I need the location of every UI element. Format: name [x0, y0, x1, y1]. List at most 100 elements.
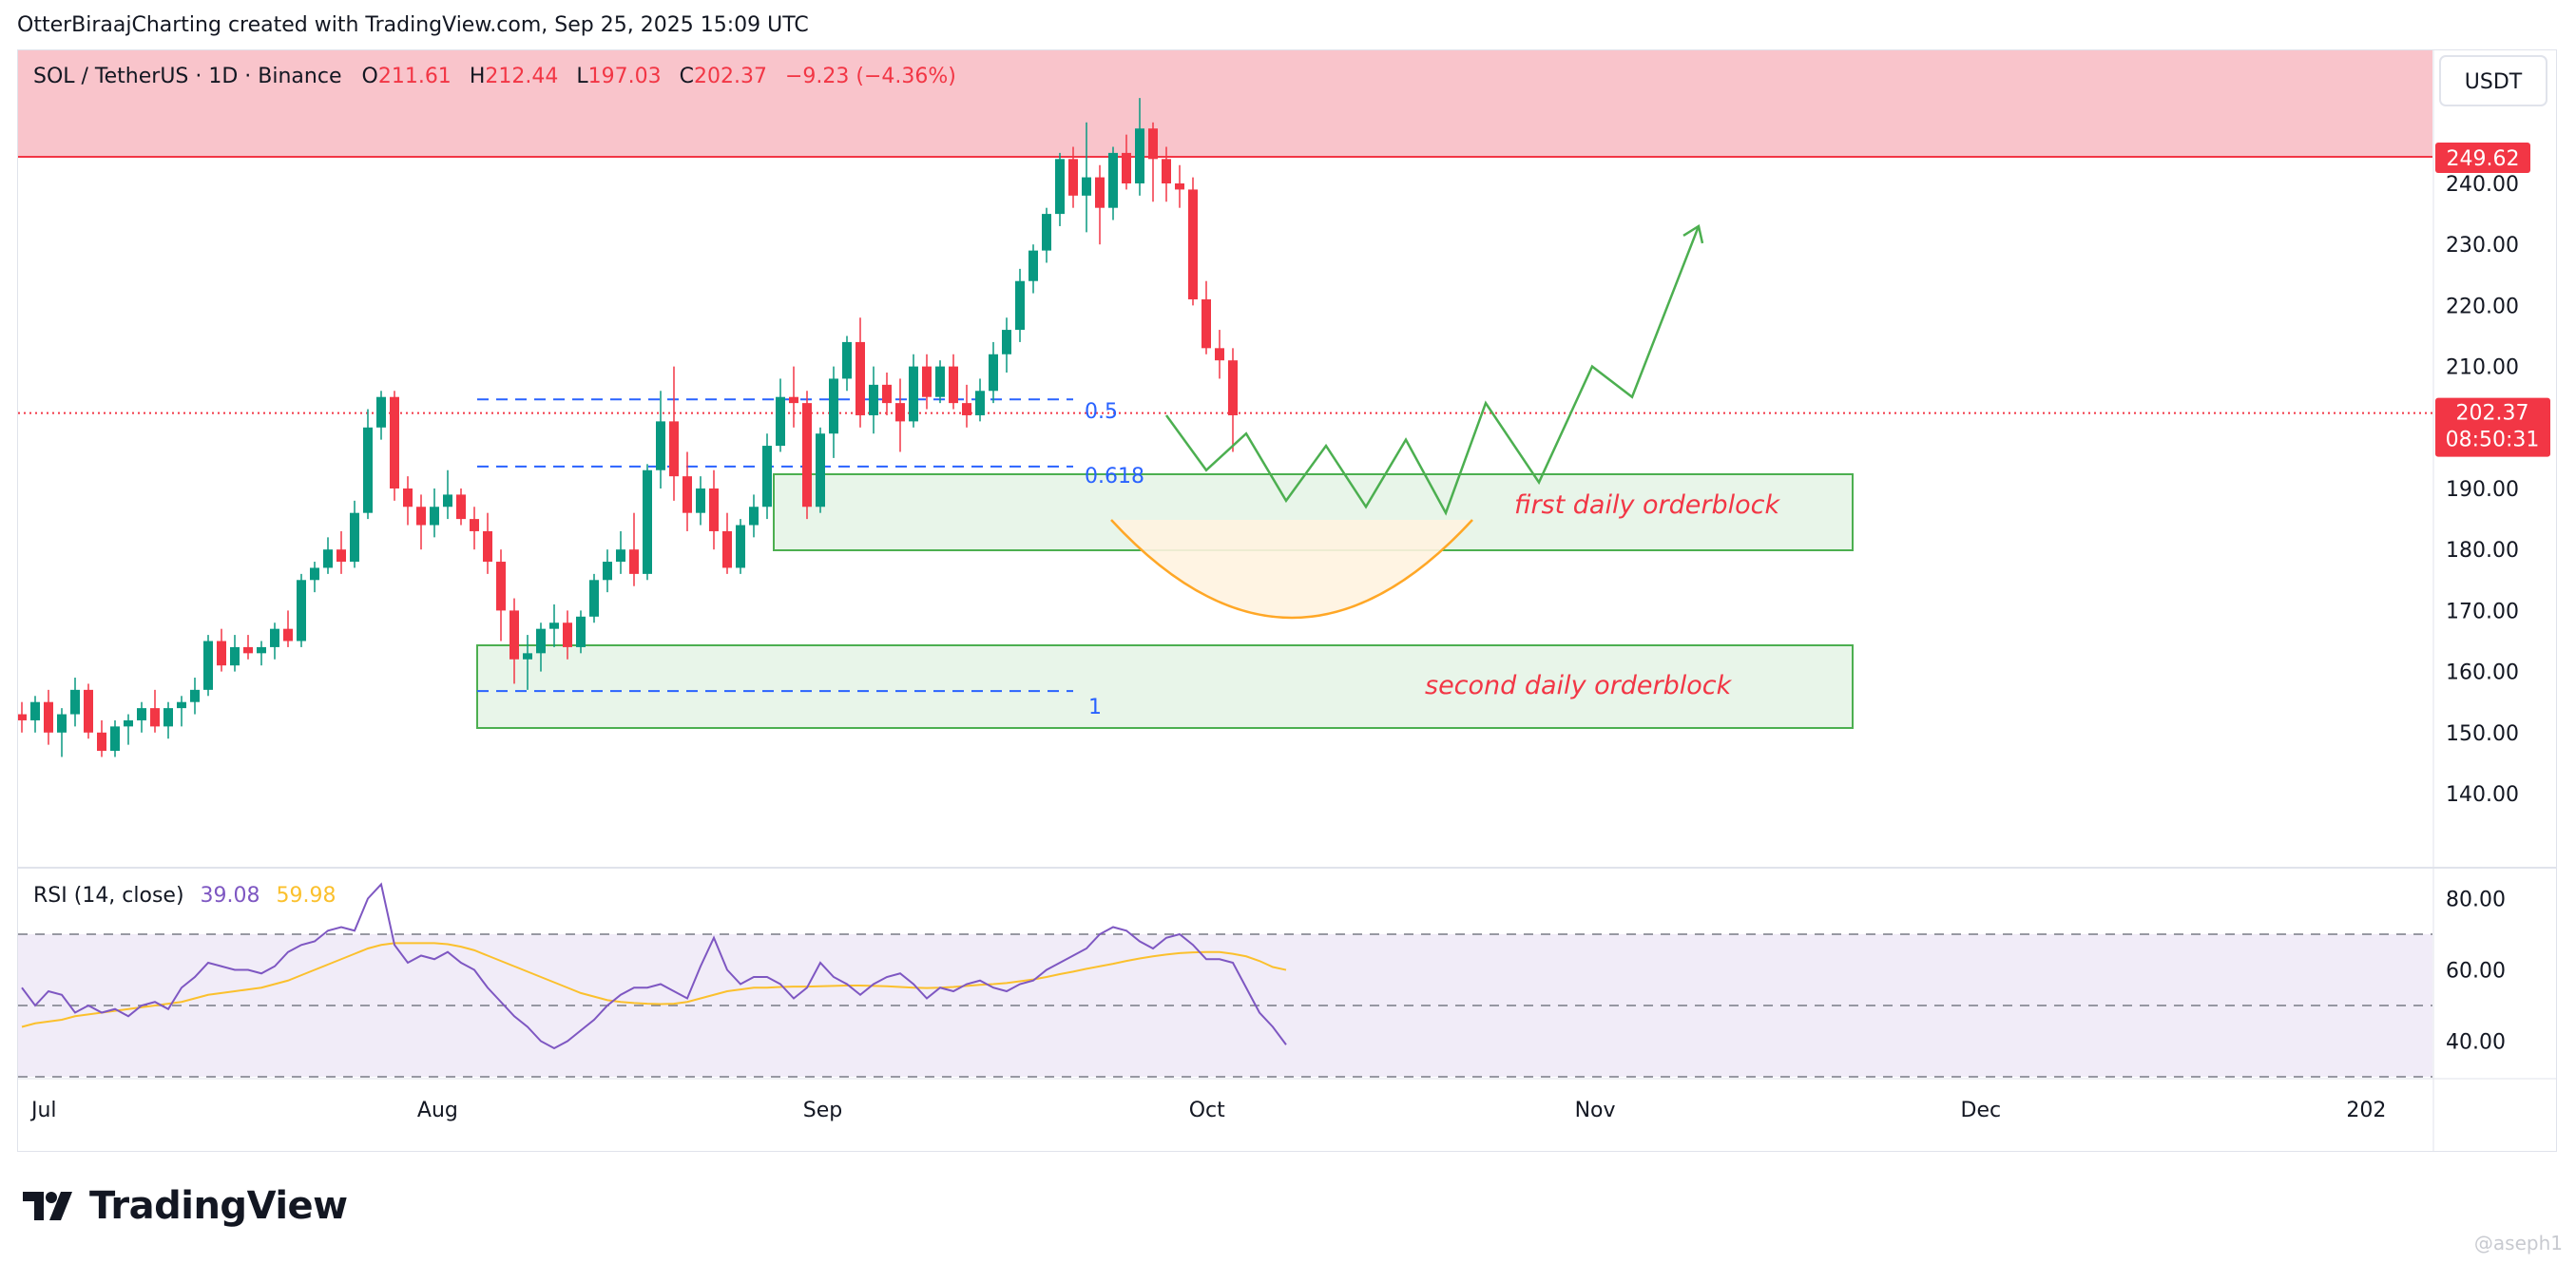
candle-body: [536, 628, 546, 654]
legend-c-label: C: [680, 65, 694, 88]
candle-body: [603, 562, 612, 581]
rsi-line: [21, 882, 1287, 1050]
projection-arrowhead: [1682, 223, 1704, 244]
time-label: Oct: [1189, 1099, 1225, 1122]
tradingview-logo-icon: [23, 1192, 72, 1220]
candle-body: [589, 580, 599, 617]
resistance-price-label: 249.62: [2447, 147, 2520, 171]
candle-body: [895, 403, 905, 422]
candle-body: [350, 512, 359, 563]
price-tick-label: 150.00: [2446, 722, 2519, 746]
price-tick-label: 190.00: [2446, 478, 2519, 502]
candle-body: [443, 494, 452, 508]
candle-body: [470, 519, 479, 531]
candles-layer[interactable]: [17, 98, 1238, 757]
candle-body: [842, 341, 852, 379]
legend-line: SOL / TetherUS · 1D · Binance O211.61 H2…: [33, 65, 956, 88]
rsi-value: 39.08: [201, 884, 260, 908]
candle-body: [962, 403, 971, 415]
candle-body: [762, 446, 772, 508]
candle-body: [802, 403, 812, 508]
candle-body: [1082, 177, 1091, 196]
candle-body: [1122, 152, 1131, 183]
candle-body: [57, 714, 67, 733]
resistance-price-tag: [2435, 143, 2530, 173]
candle-body: [989, 354, 998, 392]
price-tick-label: 140.00: [2446, 783, 2519, 807]
candle-body: [496, 562, 506, 611]
candle-body: [1175, 183, 1184, 190]
candle-body: [523, 653, 532, 660]
time-axis[interactable]: Jul Aug Sep Oct Nov Dec 202: [29, 1099, 2386, 1122]
candle-body: [696, 488, 705, 513]
candle-body: [70, 689, 80, 715]
candle-body: [1095, 177, 1105, 208]
legend-l-value: 197.03: [588, 65, 662, 88]
time-label: Nov: [1575, 1099, 1616, 1122]
watermark: @aseph1: [2473, 1232, 2563, 1254]
candle-body: [270, 628, 279, 647]
candle-body: [203, 641, 213, 690]
candle-body: [1135, 128, 1144, 183]
time-label: 202: [2346, 1099, 2386, 1122]
candle-body: [190, 689, 200, 702]
rsi-ma-line: [21, 942, 1287, 1028]
candle-body: [975, 391, 985, 415]
candle-body: [935, 366, 945, 397]
rsi-label: RSI (14, close): [33, 884, 184, 908]
candle-body: [363, 427, 373, 513]
candle-body: [30, 701, 40, 720]
candle-body: [829, 378, 838, 434]
candle-body: [137, 708, 146, 720]
candle-body: [456, 494, 466, 520]
legend-h-value: 212.44: [485, 65, 558, 88]
candle-body: [257, 646, 266, 654]
candle-body: [124, 719, 133, 727]
candle-body: [643, 469, 652, 574]
rsi-axis: 80.00 60.00 40.00: [2446, 889, 2506, 1055]
candle-body: [1228, 360, 1238, 415]
candle-body: [177, 701, 186, 709]
candle-body: [1028, 250, 1038, 281]
candle-body: [949, 366, 958, 404]
fib-label-1: 1: [1088, 696, 1102, 719]
currency-button[interactable]: [2439, 55, 2547, 106]
candle-body: [1055, 159, 1065, 215]
candle-body: [430, 507, 439, 526]
legend-symbol: SOL / TetherUS · 1D · Binance: [33, 65, 342, 88]
candle-body: [1162, 159, 1171, 183]
legend-change: −9.23 (−4.36%): [785, 65, 956, 88]
candle-body: [909, 366, 918, 422]
candle-body: [709, 488, 719, 531]
candle-body: [163, 708, 173, 727]
current-price-tag: [2435, 397, 2550, 457]
attribution-text: OtterBiraajCharting created with Trading…: [17, 13, 809, 37]
candle-body: [576, 616, 586, 647]
candle-body: [84, 689, 93, 733]
price-axis[interactable]: 240.00 230.00 220.00 210.00 190.00 180.00 170.…: [2446, 173, 2519, 807]
candle-body: [776, 396, 785, 447]
candle-body: [629, 549, 639, 574]
rsi-ma-value: 59.98: [277, 884, 336, 908]
candle-body: [656, 421, 665, 470]
tradingview-logo-text: TradingView: [89, 1184, 348, 1228]
price-chart[interactable]: SOL / TetherUS · 1D · Binance O211.61 H2…: [17, 50, 2556, 1151]
rsi-layer: [21, 882, 1287, 1050]
candle-body: [403, 488, 413, 508]
price-tick-label: 180.00: [2446, 539, 2519, 563]
candle-body: [376, 396, 386, 428]
time-label: Sep: [803, 1099, 842, 1122]
candle-body: [150, 708, 160, 727]
tradingview-logo[interactable]: TradingView: [23, 1184, 348, 1228]
candle-body: [1002, 330, 1011, 354]
price-tick-label: 170.00: [2446, 600, 2519, 623]
candle-body: [17, 714, 27, 720]
fib-label-0.5: 0.5: [1085, 400, 1118, 424]
candle-body: [509, 610, 519, 660]
second-orderblock[interactable]: [476, 644, 1854, 729]
candle-body: [869, 384, 878, 415]
chart-frame: SOL / TetherUS · 1D · Binance O211.61 H2…: [17, 49, 2557, 1152]
fib-label-0.618: 0.618: [1085, 465, 1144, 488]
currency-label: USDT: [2465, 70, 2523, 94]
candle-body: [669, 421, 679, 477]
